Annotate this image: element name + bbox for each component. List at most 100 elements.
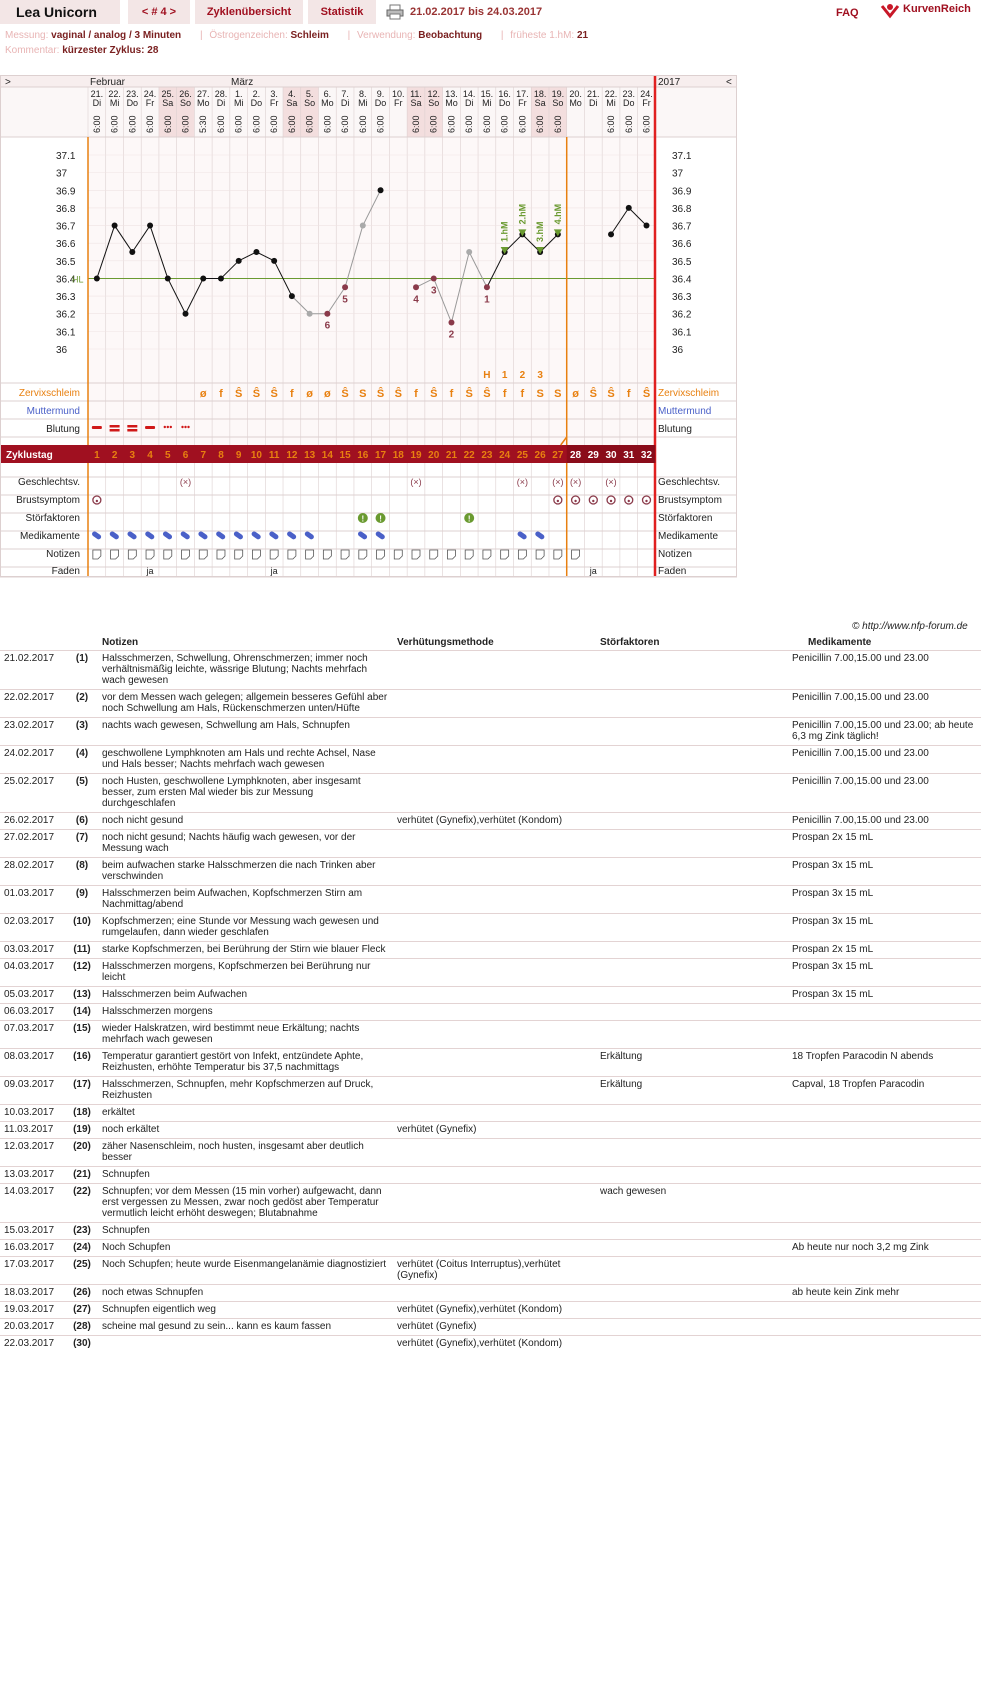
date-label: 23. [623,89,636,99]
note-text: vor dem Messen wach gelegen; allgemein b… [98,689,393,718]
table-row: 25.02.2017 (5) noch Husten, geschwollene L… [0,773,981,813]
method-header: Verhütungsmethode [397,636,494,648]
note-cycle-day: (20) [66,1138,98,1167]
note-medi: Capval, 18 Tropfen Paracodin [788,1076,981,1105]
peak-mark: H [483,370,490,381]
note-text: Schnupfen; vor dem Messen (15 min vorher… [98,1183,393,1223]
note-cycle-day: (28) [66,1318,98,1336]
table-row: 24.02.2017 (4) geschwollene Lymphknoten am… [0,745,981,774]
note-medi: Penicillin 7.00,15.00 und 23.00 [788,650,981,690]
low-count-label: 5 [342,294,348,305]
date-label: 23. [126,89,139,99]
credit-text: © http://www.nfp-forum.de [852,621,968,632]
weekday-label: Fr [270,98,279,108]
time-label: 6:00 [517,115,527,133]
table-row: 08.03.2017 (16) Temperatur garantiert gest… [0,1048,981,1077]
note-medi: Ab heute nur noch 3,2 mg Zink [788,1239,981,1257]
verwendung-label: Verwendung: [357,30,416,41]
time-label: 6:00 [411,115,421,133]
medi-label-right: Medikamente [658,531,718,542]
kurvenreich-logo-text[interactable]: KurvenReich [903,3,971,15]
date-label: 8. [359,89,367,99]
y-tick-left: 36.7 [56,222,76,233]
cycle-day-number: 16 [357,450,369,461]
brust-label: Brustsymptom [16,495,80,506]
pill-icon [233,531,243,540]
note-stoer [596,773,788,813]
table-row: 12.03.2017 (20) zäher Nasenschleim, noch h… [0,1138,981,1167]
cycle-day-number: 27 [552,450,564,461]
spotting-mark [181,425,184,429]
high-mark-label: 1.hM [500,221,510,242]
weekday-label: Do [375,98,387,108]
time-label: 6:00 [234,115,244,133]
frueheste-label: früheste 1.hM: [510,30,575,41]
note-method [393,650,596,690]
notiz-label-right: Notizen [658,549,692,560]
weekend-shade [300,87,319,137]
y-tick-left: 37 [56,169,68,180]
table-row: 10.03.2017 (18) erkältet [0,1104,981,1122]
note-date: 23.02.2017 [0,717,66,746]
pill-icon [127,531,137,540]
note-cycle-day: (27) [66,1301,98,1319]
cover-line-label: HL [72,274,84,284]
cycle-day-number: 19 [410,450,422,461]
zyklustag-label: Zyklustag [6,450,53,461]
user-name[interactable]: Lea Unicorn [0,0,120,24]
cycle-nav-button[interactable]: < # 4 > [128,0,190,24]
faq-link[interactable]: FAQ [836,7,859,19]
bleeding-mark [145,426,156,429]
weekday-label: Sa [286,98,297,108]
cycle-day-bar [0,445,655,463]
weekday-label: Di [341,98,350,108]
gv-label: Geschlechtsv. [18,477,80,488]
note-method [393,829,596,858]
zervix-symbol: ø [200,388,207,400]
note-cycle-day: (1) [66,650,98,690]
cycle-day-number: 7 [200,450,206,461]
time-label: 6:00 [145,115,155,133]
gv-label-right: Geschlechtsv. [658,477,720,488]
high-mark-label: 2.hM [517,204,527,225]
weekend-shade [531,87,549,137]
date-label: 7. [341,89,349,99]
temp-point [147,222,154,229]
y-tick-left: 36.6 [56,239,76,250]
note-text: Halsschmerzen morgens [98,1003,393,1021]
temp-curve-segment [362,190,381,226]
table-row: 07.03.2017 (15) wieder Halskratzen, wird b… [0,1020,981,1049]
note-text: Noch Schupfen; heute wurde Eisenmangelan… [98,1256,393,1285]
date-label: 14. [463,89,476,99]
note-medi [788,1003,981,1021]
note-icon [500,549,510,560]
note-method [393,958,596,987]
note-cycle-day: (25) [66,1256,98,1285]
weekday-label: Mo [197,98,210,108]
time-label: 6:00 [641,115,651,133]
temp-curve-segment [238,251,257,262]
table-row: 03.03.2017 (11) starke Kopfschmerzen, bei … [0,941,981,959]
note-date: 18.03.2017 [0,1284,66,1302]
tab-cycle-overview[interactable]: Zyklenübersicht [195,0,303,24]
note-icon [393,549,403,560]
table-row: 22.03.2017 (30) verhütet (Gynefix),verhüte… [0,1335,981,1352]
note-cycle-day: (4) [66,745,98,774]
note-cycle-day: (8) [66,857,98,886]
note-method [393,1003,596,1021]
y-tick-left: 37.1 [56,151,76,162]
weekday-label: So [180,98,191,108]
table-row: 17.03.2017 (25) Noch Schupfen; heute wurde… [0,1256,981,1285]
table-row: 21.02.2017 (1) Halsschmerzen, Schwellung, … [0,650,981,690]
weekday-label: Fr [146,98,155,108]
note-medi [788,1138,981,1167]
pill-icon [251,531,261,540]
cycle-day-number: 9 [236,450,242,461]
date-label: 21. [91,89,104,99]
tab-statistics[interactable]: Statistik [308,0,376,24]
note-method [393,1020,596,1049]
temp-point [466,249,473,255]
note-date: 04.03.2017 [0,958,66,987]
note-text: noch etwas Schnupfen [98,1284,393,1302]
printer-icon[interactable] [386,4,404,20]
